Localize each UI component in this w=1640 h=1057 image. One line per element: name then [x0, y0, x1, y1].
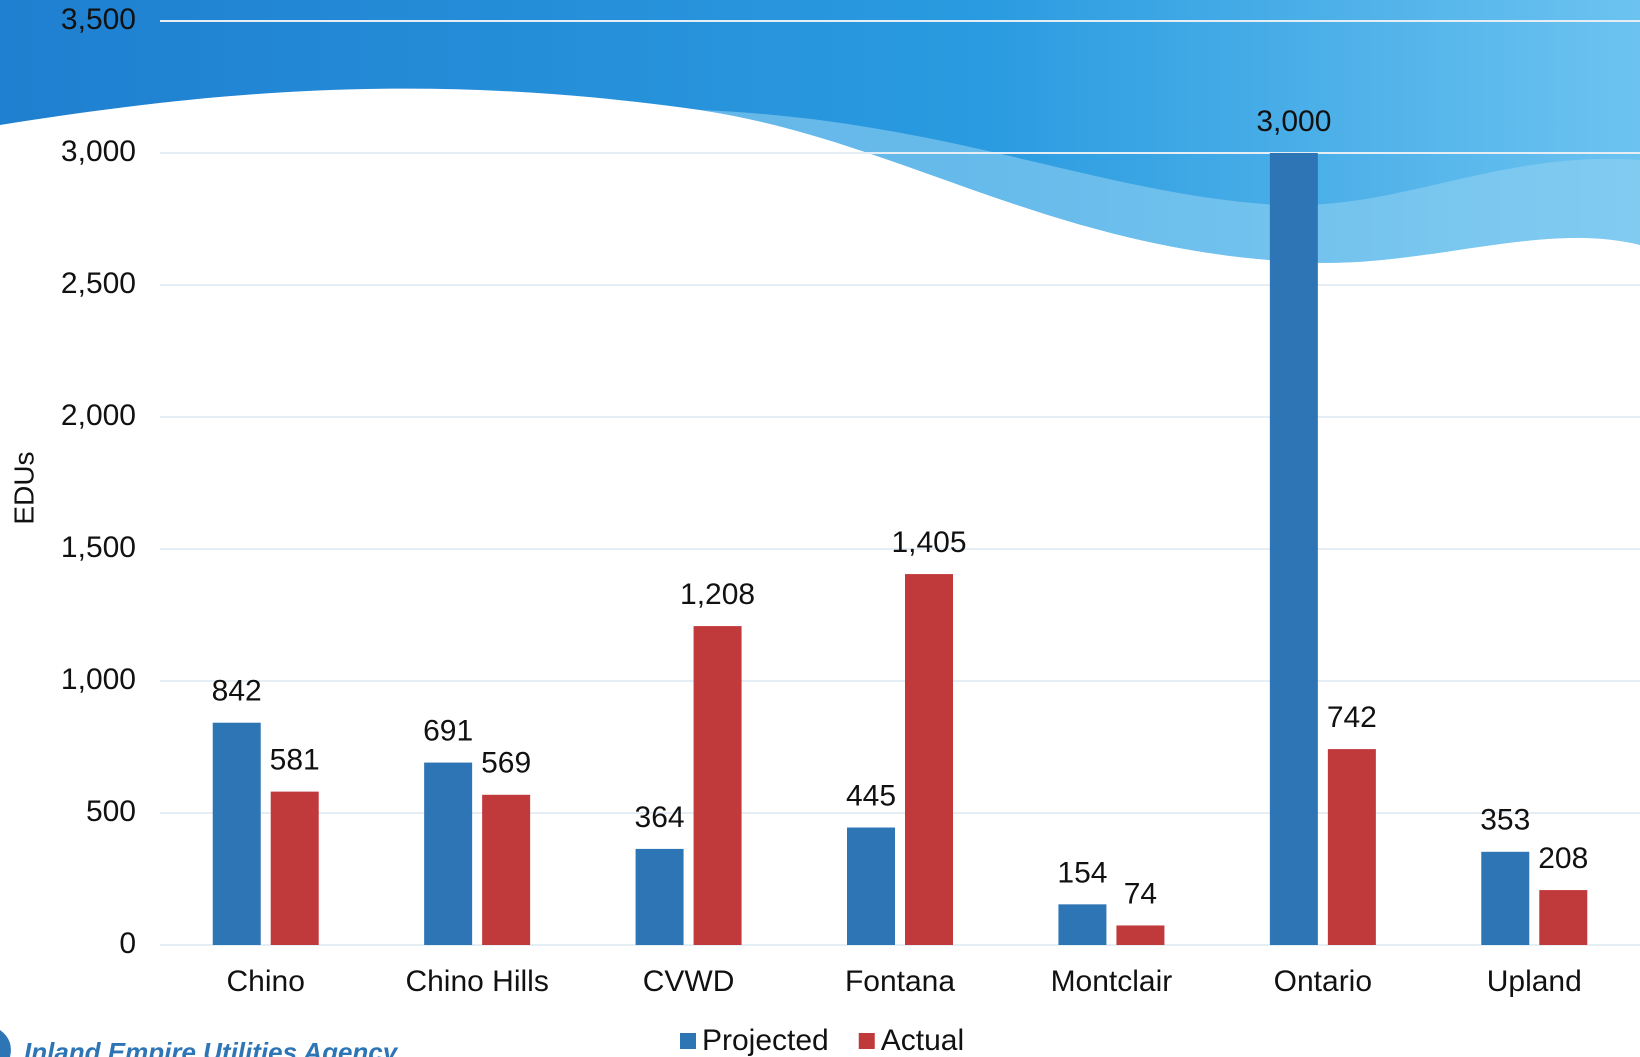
y-tick-label: 3,000	[61, 135, 136, 168]
bar	[1539, 890, 1588, 945]
value-label: 581	[270, 744, 320, 777]
value-label: 3,000	[1256, 105, 1331, 138]
value-label: 364	[635, 801, 685, 834]
y-axis-label: EDUs	[8, 451, 39, 524]
value-label: 569	[481, 747, 531, 780]
x-tick-label: CVWD	[643, 965, 735, 998]
x-tick-label: Ontario	[1274, 965, 1372, 998]
legend-swatch	[680, 1033, 696, 1049]
logo	[0, 1030, 11, 1057]
legend-label: Projected	[702, 1024, 829, 1057]
x-tick-label: Upland	[1487, 965, 1582, 998]
bar	[212, 722, 261, 945]
y-tick-label: 2,000	[61, 399, 136, 432]
value-label: 842	[212, 675, 262, 708]
legend-swatch	[858, 1033, 875, 1049]
bar	[1116, 925, 1165, 945]
y-tick-label: 1,500	[61, 531, 136, 564]
bar	[270, 791, 319, 945]
legend-label: Actual	[881, 1024, 964, 1057]
x-tick-label: Montclair	[1051, 965, 1173, 998]
background-wave-light	[700, 110, 1640, 263]
y-tick-label: 2,500	[61, 267, 136, 300]
y-tick-label: 500	[86, 795, 136, 828]
bar	[1269, 153, 1318, 945]
value-label: 1,405	[891, 526, 966, 559]
bar	[847, 827, 895, 945]
value-label: 353	[1480, 804, 1530, 837]
bar	[635, 848, 684, 945]
bar	[905, 574, 953, 945]
y-tick-label: 0	[119, 927, 136, 960]
value-label: 691	[423, 714, 473, 747]
value-label: 154	[1057, 856, 1107, 889]
x-tick-label: Chino Hills	[405, 965, 548, 998]
x-tick-label: Fontana	[845, 965, 955, 998]
bar	[1327, 749, 1376, 945]
x-tick-label: Chino	[227, 965, 305, 998]
bar	[1481, 851, 1530, 945]
bar	[482, 794, 531, 945]
bar	[1058, 904, 1107, 945]
value-label: 445	[846, 779, 896, 812]
bar	[693, 626, 742, 945]
y-tick-label: 1,000	[61, 663, 136, 696]
value-label: 1,208	[680, 578, 755, 611]
footer: Inland Empire Utilities Agency	[24, 1037, 399, 1057]
value-label: 74	[1124, 877, 1157, 910]
y-tick-label: 3,500	[61, 3, 136, 36]
value-label: 742	[1327, 701, 1377, 734]
bar	[424, 762, 473, 945]
value-label: 208	[1538, 842, 1588, 875]
